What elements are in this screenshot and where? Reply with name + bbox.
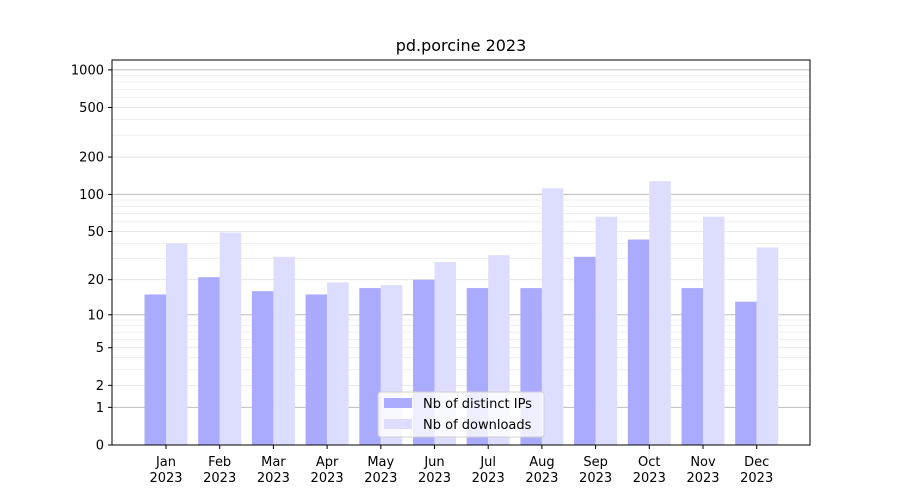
x-tick-label: Feb 2023 <box>203 455 236 486</box>
bar-distinct-ips <box>144 294 166 445</box>
y-tick-label: 1000 <box>71 63 104 78</box>
bar-distinct-ips <box>574 256 596 445</box>
bar-distinct-ips <box>251 291 274 445</box>
x-tick-label: Aug 2023 <box>525 455 558 486</box>
bar-downloads <box>327 282 349 445</box>
x-tick-label: Jun 2023 <box>418 455 451 486</box>
y-tick-label: 50 <box>87 225 104 240</box>
y-tick-label: 10 <box>87 308 104 323</box>
plot-frame <box>111 59 811 446</box>
y-tick-label: 100 <box>79 188 104 203</box>
legend-swatch <box>384 398 412 408</box>
bar-downloads <box>649 181 671 445</box>
bar-downloads <box>703 216 725 445</box>
x-tick-label: Apr 2023 <box>311 455 344 486</box>
legend-label: Nb of distinct IPs <box>423 397 532 412</box>
x-tick-label: Nov 2023 <box>686 455 719 486</box>
x-tick-label: Jan 2023 <box>149 455 182 486</box>
chart-title: pd.porcine 2023 <box>396 36 527 55</box>
bar-downloads <box>273 256 295 445</box>
legend-swatch <box>384 419 412 429</box>
y-tick-label: 20 <box>87 273 104 288</box>
bar-distinct-ips <box>305 294 328 445</box>
x-axis: Jan 2023 Feb 2023 Mar 2023 Apr 2023 May 2023 Jun 20… <box>149 445 773 486</box>
bar-downloads <box>541 188 564 445</box>
y-tick-label: 0 <box>96 439 104 454</box>
x-tick-label: May 2023 <box>364 455 397 486</box>
bar-downloads <box>219 232 242 445</box>
y-axis: 0 1 2 5 10 20 50 100 200 500 1000 <box>71 63 112 454</box>
bar-downloads <box>166 243 188 445</box>
y-tick-label: 500 <box>79 101 104 116</box>
legend: Nb of distinct IPs Nb of downloads <box>377 391 545 438</box>
y-tick-label: 1 <box>96 401 104 416</box>
bar-distinct-ips <box>359 288 381 445</box>
x-tick-label: Sep 2023 <box>579 455 612 486</box>
y-tick-label: 200 <box>79 151 104 166</box>
legend-label: Nb of downloads <box>423 418 532 433</box>
x-tick-label: Dec 2023 <box>740 455 773 486</box>
bar-distinct-ips <box>735 301 757 445</box>
bar-downloads <box>756 247 779 445</box>
y-tick-label: 2 <box>96 379 104 394</box>
bar-distinct-ips <box>627 239 650 445</box>
x-tick-label: Mar 2023 <box>257 455 290 486</box>
legend-box <box>377 391 545 438</box>
x-tick-label: Oct 2023 <box>633 455 666 486</box>
bar-downloads <box>595 216 618 445</box>
bar-distinct-ips <box>198 277 220 445</box>
y-tick-label: 5 <box>96 341 104 356</box>
bar-distinct-ips <box>681 288 703 445</box>
x-tick-label: Jul 2023 <box>472 455 505 486</box>
